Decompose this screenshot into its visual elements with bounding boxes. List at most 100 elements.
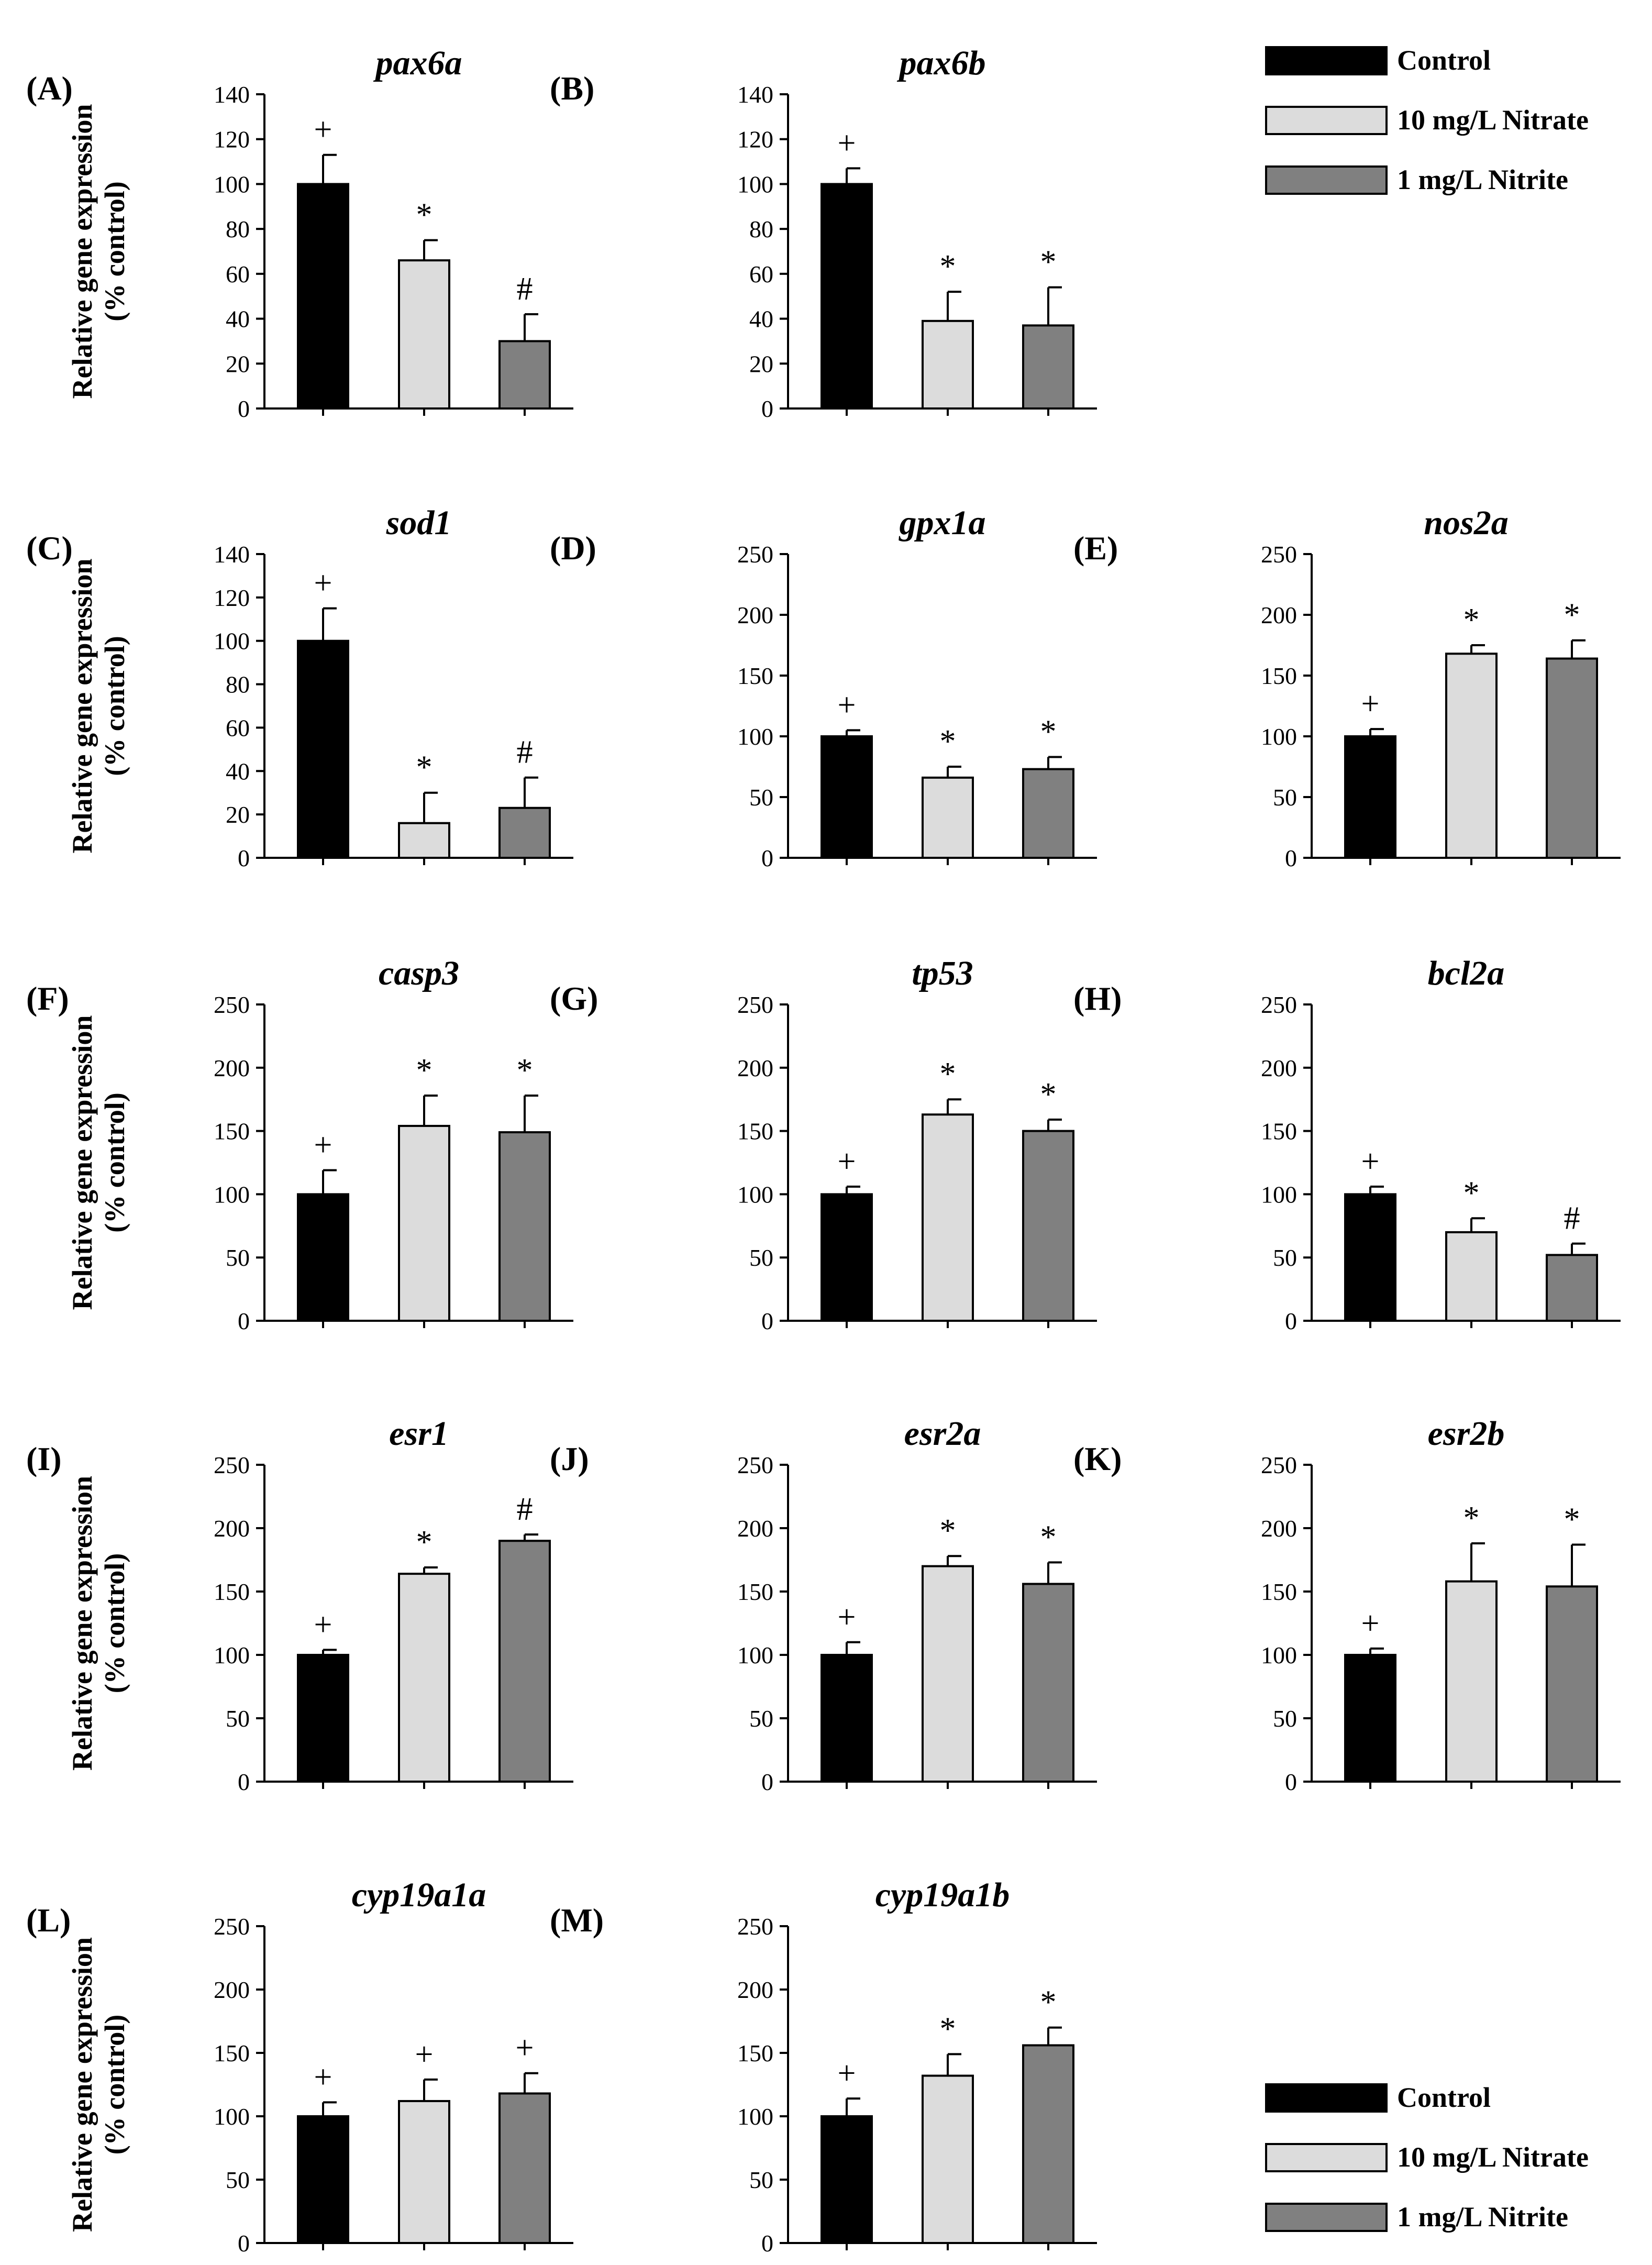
y-tick-label: 0 <box>1285 1769 1297 1795</box>
panel-title: pax6b <box>897 44 986 82</box>
y-tick-label: 20 <box>226 350 250 377</box>
bar-2 <box>1022 1583 1074 1783</box>
y-axis-label: Relative gene expression (% control) <box>66 1937 130 2232</box>
y-tick-label: 150 <box>737 1118 773 1145</box>
bar-2 <box>498 1540 551 1783</box>
significance-mark: + <box>838 2056 856 2091</box>
y-tick-label: 0 <box>761 845 773 871</box>
significance-mark: + <box>314 566 332 601</box>
panel-gpx1a: gpx1a (D) 0 50 100 150 200 250 + * * <box>550 504 1097 871</box>
bar-1 <box>922 776 974 859</box>
significance-mark: * <box>517 1053 533 1088</box>
y-tick-label: 60 <box>749 261 773 288</box>
panel-label: (I) <box>26 1440 62 1477</box>
significance-mark: + <box>314 1607 332 1642</box>
significance-mark: * <box>940 1513 956 1549</box>
y-axis-label: Relative gene expression (% control) <box>66 1015 130 1310</box>
bar-1 <box>398 2100 450 2244</box>
y-tick-label: 150 <box>214 1578 250 1605</box>
significance-mark: * <box>1463 1175 1480 1211</box>
y-axis-label-line2: (% control) <box>99 636 130 776</box>
y-tick-label: 250 <box>737 1913 773 1940</box>
significance-mark: + <box>1361 1144 1380 1179</box>
significance-mark: + <box>838 1599 856 1635</box>
y-tick-label: 250 <box>737 1452 773 1478</box>
bar-1 <box>398 822 450 859</box>
y-tick-label: 100 <box>214 628 250 655</box>
significance-mark: # <box>517 735 533 770</box>
panel-esr2b: esr2b (K) 0 50 100 150 200 250 + * * <box>1073 1415 1621 1795</box>
panel-casp3: casp3 (F)Relative gene expression (% contr… <box>26 954 573 1334</box>
y-tick-label: 100 <box>737 171 773 197</box>
significance-mark: # <box>517 271 533 307</box>
panel-tp53: tp53 (G) 0 50 100 150 200 250 + * * <box>550 954 1097 1334</box>
y-tick-label: 20 <box>749 350 773 377</box>
legend-swatch-1 <box>1265 106 1388 135</box>
y-tick-label: 0 <box>238 1769 250 1795</box>
significance-mark: * <box>416 1053 433 1088</box>
y-tick-label: 50 <box>749 2167 773 2193</box>
y-tick-label: 140 <box>214 81 250 108</box>
y-axis-label-line1: Relative gene expression <box>66 559 98 854</box>
y-tick-label: 150 <box>1261 1118 1297 1145</box>
y-tick-label: 50 <box>226 2167 250 2193</box>
y-tick-label: 0 <box>238 1308 250 1334</box>
bar-2 <box>1022 324 1074 410</box>
y-tick-label: 20 <box>226 801 250 828</box>
significance-mark: + <box>415 2037 434 2072</box>
y-tick-label: 0 <box>238 845 250 871</box>
y-tick-label: 60 <box>226 714 250 741</box>
bar-2 <box>1022 1130 1074 1322</box>
y-tick-label: 250 <box>1261 541 1297 568</box>
y-tick-label: 200 <box>214 1976 250 2003</box>
panel-title: cyp19a1b <box>875 1876 1010 1914</box>
legend-bottom: Control 10 mg/L Nitrate 1 mg/L Nitrite <box>1265 2082 1589 2233</box>
y-axis-label: Relative gene expression (% control) <box>66 559 130 854</box>
bar-0 <box>821 735 873 859</box>
legend-swatch-0 <box>1265 46 1388 75</box>
bar-2 <box>1022 2044 1074 2244</box>
y-tick-label: 250 <box>1261 991 1297 1018</box>
y-tick-label: 140 <box>737 81 773 108</box>
y-tick-label: 150 <box>214 2040 250 2067</box>
y-tick-label: 50 <box>1273 1705 1297 1732</box>
bar-0 <box>821 1193 873 1322</box>
bar-2 <box>498 2092 551 2244</box>
y-tick-label: 200 <box>1261 1055 1297 1081</box>
panel-esr1: esr1 (I)Relative gene expression (% contro… <box>26 1415 573 1795</box>
y-tick-label: 50 <box>1273 1244 1297 1271</box>
y-tick-label: 80 <box>749 216 773 242</box>
legend-swatch-2 <box>1265 2203 1388 2232</box>
y-tick-label: 250 <box>214 991 250 1018</box>
bar-0 <box>821 183 873 410</box>
bar-2 <box>1546 1585 1598 1783</box>
y-tick-label: 0 <box>761 1308 773 1334</box>
y-tick-label: 100 <box>214 2103 250 2130</box>
panel-title: bcl2a <box>1428 954 1505 992</box>
legend-swatch-0 <box>1265 2083 1388 2113</box>
y-axis-label: Relative gene expression (% control) <box>66 104 130 399</box>
panel-label: (K) <box>1073 1440 1122 1477</box>
y-axis-label-line1: Relative gene expression <box>66 1476 98 1771</box>
y-tick-label: 50 <box>1273 784 1297 811</box>
y-tick-label: 250 <box>737 541 773 568</box>
y-tick-label: 200 <box>737 1055 773 1081</box>
y-tick-label: 100 <box>1261 1181 1297 1208</box>
y-axis-label-line1: Relative gene expression <box>66 104 98 399</box>
significance-mark: * <box>940 249 956 284</box>
significance-mark: * <box>416 750 433 786</box>
bar-2 <box>498 340 551 410</box>
y-tick-label: 250 <box>214 1913 250 1940</box>
panel-label: (G) <box>550 980 598 1017</box>
bar-0 <box>297 1193 349 1322</box>
y-tick-label: 150 <box>737 662 773 689</box>
y-tick-label: 50 <box>749 1244 773 1271</box>
panel-bcl2a: bcl2a (H) 0 50 100 150 200 250 + * # <box>1073 954 1621 1334</box>
y-tick-label: 150 <box>737 2040 773 2067</box>
y-tick-label: 100 <box>1261 1642 1297 1669</box>
panel-esr2a: esr2a (J) 0 50 100 150 200 250 + * * <box>550 1415 1097 1795</box>
y-tick-label: 0 <box>761 395 773 422</box>
legend-swatch-1 <box>1265 2143 1388 2172</box>
bar-0 <box>1344 735 1396 859</box>
significance-mark: # <box>517 1491 533 1527</box>
